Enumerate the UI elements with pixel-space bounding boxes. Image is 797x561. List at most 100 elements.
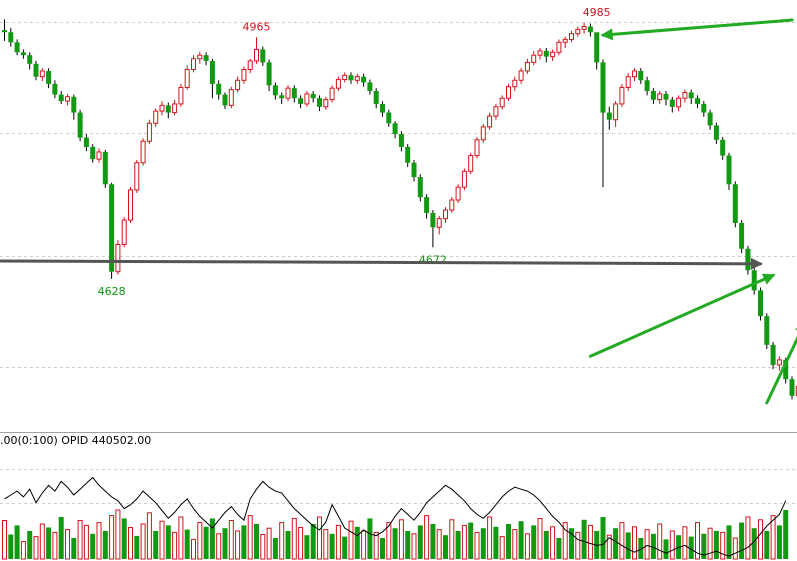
candle [90, 144, 96, 163]
candle [52, 80, 58, 99]
indicator-bars [2, 509, 789, 560]
indicator-bar [96, 522, 102, 560]
indicator-bar [524, 533, 530, 560]
indicator-bar [569, 528, 574, 559]
candle-body [405, 146, 411, 163]
candle [720, 136, 726, 160]
candle [606, 106, 612, 130]
indicator-bar [606, 534, 612, 560]
indicator-bar [39, 523, 45, 560]
indicator-bar [115, 509, 121, 560]
candle [455, 184, 461, 203]
indicator-bar [254, 524, 259, 559]
candle [430, 210, 436, 248]
indicator-bar [411, 533, 417, 560]
indicator-bar [272, 538, 278, 559]
candle-body [184, 69, 190, 88]
candle-body [424, 197, 430, 213]
candle-body [650, 91, 656, 100]
candle-body [159, 104, 165, 112]
candle [27, 52, 33, 70]
peak-labels: 4965 4985 4628 4672 [98, 6, 611, 298]
gray-support-arrow [0, 257, 763, 270]
candle [329, 85, 335, 103]
indicator-bar [159, 520, 165, 560]
candle-body [291, 88, 297, 99]
candle-body [153, 110, 159, 124]
candle [424, 194, 430, 219]
candle [726, 152, 732, 190]
candle [443, 207, 448, 223]
indicator-bar [367, 518, 373, 559]
candle [575, 26, 581, 37]
candle-body [600, 62, 606, 113]
candle [619, 83, 625, 107]
indicator-bar [83, 524, 89, 560]
indicator-bar [228, 520, 234, 560]
indicator-bar [474, 531, 480, 560]
indicator-bar [165, 525, 171, 559]
indicator-bar [764, 531, 770, 559]
candle-body [27, 55, 33, 64]
candle-body [587, 26, 593, 33]
candle [216, 80, 222, 100]
candle [758, 287, 763, 321]
candle-body [65, 96, 70, 102]
indicator-bar [361, 530, 367, 560]
candle [613, 101, 619, 127]
candle [739, 220, 745, 254]
annotation-arrows [0, 18, 797, 405]
candle [285, 85, 291, 102]
candle-body [707, 112, 713, 126]
candle-body [657, 93, 663, 101]
candle [531, 50, 537, 66]
indicator-bar [739, 522, 745, 559]
candle [367, 79, 373, 95]
candle [638, 68, 644, 84]
candle [487, 112, 493, 130]
candle [140, 138, 146, 166]
indicator-bar [480, 528, 486, 559]
candle-body [272, 85, 278, 96]
candle-body [247, 60, 253, 71]
indicator-bar [587, 524, 593, 560]
candle [587, 23, 593, 37]
candle [499, 95, 505, 110]
candle-body [575, 28, 581, 35]
candle [272, 82, 278, 100]
candle-body [115, 243, 121, 273]
candle [751, 267, 757, 295]
peak-label: 4628 [98, 285, 126, 298]
candle-body [531, 54, 537, 63]
indicator-bar [71, 538, 77, 559]
candle [235, 76, 241, 93]
candle [109, 182, 115, 279]
indicator-bar [304, 535, 310, 559]
candle-body [732, 184, 738, 223]
indicator-bar [506, 524, 511, 559]
candle [524, 58, 530, 74]
candle-body [329, 87, 335, 101]
candle-body [392, 123, 398, 135]
indicator-bar [405, 531, 411, 559]
candle-body [96, 151, 102, 160]
candle-body [512, 79, 518, 88]
candle-body [430, 212, 436, 228]
candle-body [493, 106, 499, 117]
candle [386, 109, 392, 127]
indicator-bar [669, 530, 675, 560]
candle [83, 134, 89, 152]
indicator-bar [758, 519, 763, 560]
candle-body [83, 137, 89, 147]
candle-body [682, 91, 688, 99]
candle [209, 58, 215, 99]
indicator-bar [203, 526, 209, 559]
indicator-bar [191, 538, 196, 560]
indicator-panel: .00(0:100) OPID 440502.00 [0, 434, 797, 560]
indicator-bar [342, 536, 348, 559]
candle [191, 55, 196, 73]
indicator-bar [8, 534, 14, 559]
candle-body [216, 83, 222, 95]
peak-label: 4672 [419, 253, 447, 266]
candle-body [562, 38, 568, 43]
